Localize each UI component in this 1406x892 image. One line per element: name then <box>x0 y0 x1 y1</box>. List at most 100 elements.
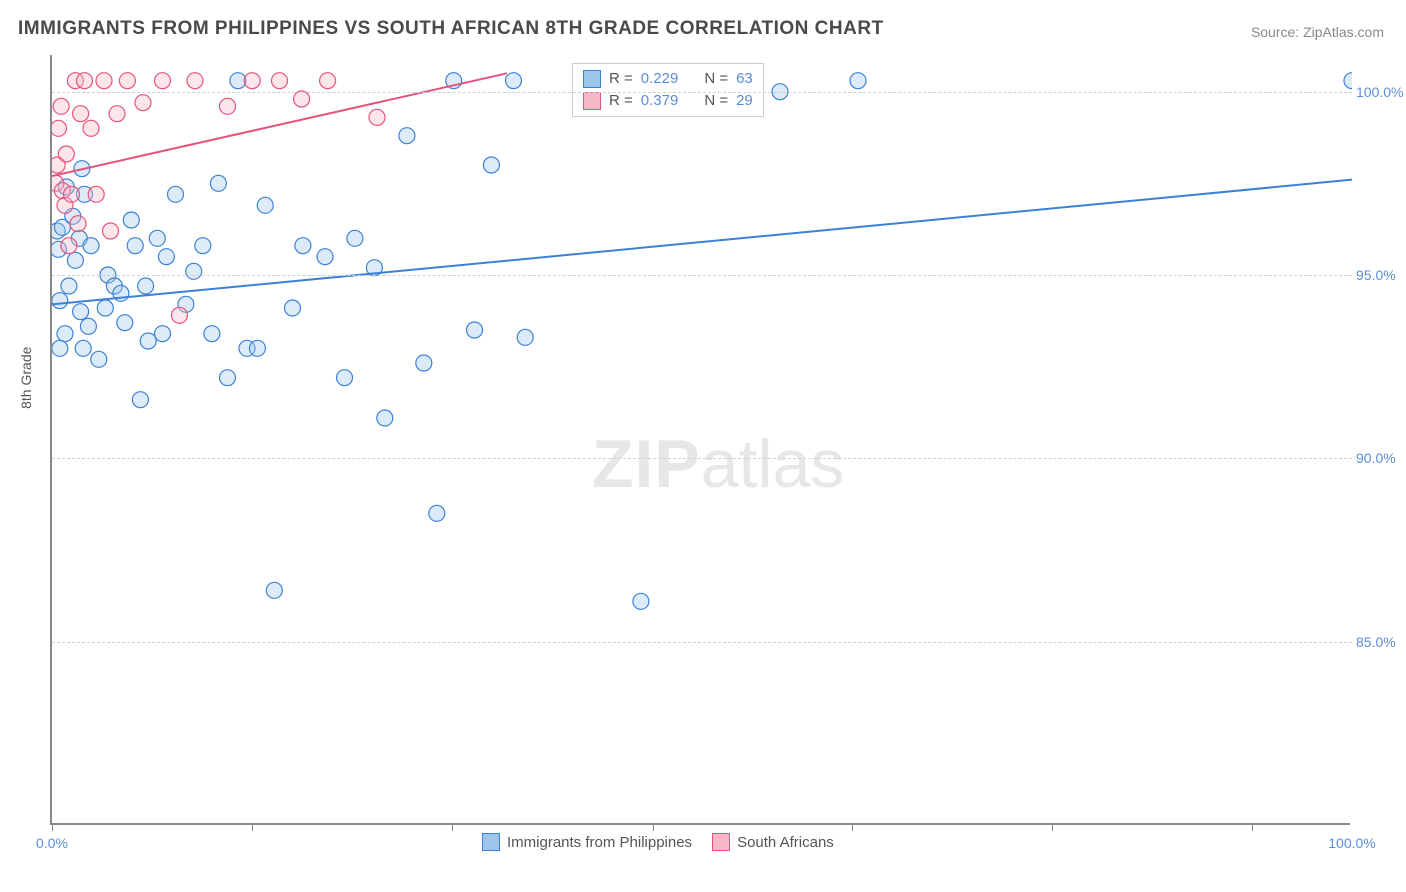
data-point <box>149 230 165 246</box>
x-tick <box>653 823 654 831</box>
data-point <box>57 326 73 342</box>
data-point <box>67 252 83 268</box>
legend-N-label: N = <box>704 90 728 112</box>
data-point <box>155 73 171 89</box>
legend-R-label: R = <box>609 68 633 90</box>
legend-series-item: Immigrants from Philippines <box>482 833 692 851</box>
data-point <box>61 278 77 294</box>
data-point <box>97 300 113 316</box>
x-tick <box>1052 823 1053 831</box>
legend-stat-row: R =0.229N =63 <box>583 68 753 90</box>
data-point <box>91 351 107 367</box>
y-tick-label: 95.0% <box>1356 267 1406 283</box>
source-label: Source: ZipAtlas.com <box>1251 24 1384 40</box>
legend-R-value: 0.379 <box>641 90 679 112</box>
data-point <box>117 315 133 331</box>
data-point <box>75 340 91 356</box>
x-tick <box>52 823 53 831</box>
data-point <box>1344 73 1352 89</box>
x-tick <box>252 823 253 831</box>
data-point <box>168 186 184 202</box>
data-point <box>52 120 67 136</box>
data-point <box>272 73 288 89</box>
y-tick-label: 90.0% <box>1356 450 1406 466</box>
legend-R-value: 0.229 <box>641 68 679 90</box>
data-point <box>317 249 333 265</box>
y-tick-label: 100.0% <box>1356 84 1406 100</box>
data-point <box>132 392 148 408</box>
data-point <box>506 73 522 89</box>
data-point <box>158 249 174 265</box>
legend-swatch <box>583 70 601 88</box>
data-point <box>429 505 445 521</box>
data-point <box>73 304 89 320</box>
data-point <box>377 410 393 426</box>
data-point <box>294 91 310 107</box>
data-point <box>320 73 336 89</box>
data-point <box>155 326 171 342</box>
data-point <box>633 593 649 609</box>
x-tick <box>852 823 853 831</box>
data-point <box>73 106 89 122</box>
data-point <box>483 157 499 173</box>
data-point <box>195 238 211 254</box>
legend-series-label: South Africans <box>737 834 834 851</box>
data-point <box>266 582 282 598</box>
data-point <box>220 370 236 386</box>
data-point <box>88 186 104 202</box>
x-tick <box>1252 823 1253 831</box>
data-point <box>337 370 353 386</box>
x-tick <box>452 823 453 831</box>
data-point <box>83 238 99 254</box>
data-point <box>52 340 68 356</box>
legend-swatch <box>712 833 730 851</box>
data-point <box>96 73 112 89</box>
chart-title: IMMIGRANTS FROM PHILIPPINES VS SOUTH AFR… <box>18 18 884 40</box>
regression-line <box>52 180 1352 305</box>
legend-series-label: Immigrants from Philippines <box>507 834 692 851</box>
data-point <box>257 197 273 213</box>
data-point <box>244 73 260 89</box>
data-point <box>58 146 74 162</box>
data-point <box>119 73 135 89</box>
data-point <box>249 340 265 356</box>
data-point <box>77 73 93 89</box>
legend-stats-box: R =0.229N =63R =0.379N =29 <box>572 63 764 117</box>
data-point <box>467 322 483 338</box>
gridline-h <box>52 642 1352 643</box>
data-point <box>127 238 143 254</box>
data-point <box>53 98 69 114</box>
data-point <box>61 238 77 254</box>
data-point <box>850 73 866 89</box>
data-point <box>187 73 203 89</box>
data-point <box>186 263 202 279</box>
data-point <box>171 307 187 323</box>
data-point <box>285 300 301 316</box>
legend-series-item: South Africans <box>712 833 834 851</box>
legend-stat-row: R =0.379N =29 <box>583 90 753 112</box>
y-axis-label: 8th Grade <box>18 347 34 409</box>
data-point <box>138 278 154 294</box>
plot-area: R =0.229N =63R =0.379N =29 Immigrants fr… <box>50 55 1350 825</box>
data-point <box>103 223 119 239</box>
legend-swatch <box>583 92 601 110</box>
data-point <box>83 120 99 136</box>
data-point <box>295 238 311 254</box>
gridline-h <box>52 458 1352 459</box>
gridline-h <box>52 92 1352 93</box>
data-point <box>109 106 125 122</box>
legend-N-value: 29 <box>736 90 753 112</box>
data-point <box>135 95 151 111</box>
data-point <box>70 216 86 232</box>
data-point <box>517 329 533 345</box>
x-tick-label: 0.0% <box>36 835 68 851</box>
legend-swatch <box>482 833 500 851</box>
legend-N-value: 63 <box>736 68 753 90</box>
data-point <box>123 212 139 228</box>
legend-series: Immigrants from Philippines South African… <box>482 833 834 851</box>
data-point <box>64 186 80 202</box>
data-point <box>220 98 236 114</box>
data-point <box>204 326 220 342</box>
x-tick-label: 100.0% <box>1328 835 1375 851</box>
data-point <box>230 73 246 89</box>
